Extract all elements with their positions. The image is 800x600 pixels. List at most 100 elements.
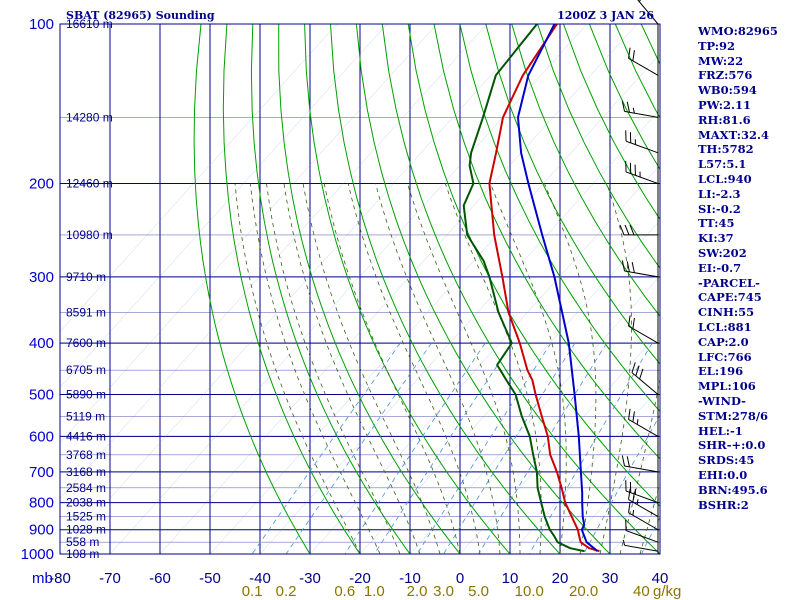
temperature-tick-label: -60: [149, 570, 171, 587]
height-label: 5890 m: [66, 387, 106, 401]
temperature-tick-label: 10: [502, 570, 519, 587]
wind-barb: [625, 130, 659, 154]
mixing-ratio-label: 1.0: [364, 583, 385, 600]
mixing-ratio-line: [251, 342, 401, 554]
index-line: BRN:495.6: [698, 482, 768, 497]
height-label: 14280 m: [66, 110, 113, 124]
wind-barb: [621, 455, 659, 473]
moist-adiabat: [444, 183, 542, 554]
index-line: LCL:881: [698, 319, 752, 334]
wind-barb: [625, 480, 659, 504]
temperature-tick-label: -40: [249, 570, 271, 587]
wind-barb: [625, 161, 659, 185]
dry-adiabat: [193, 24, 311, 554]
height-label: 7600 m: [66, 336, 106, 350]
wind-barb: [621, 260, 659, 278]
height-label: 4416 m: [66, 429, 106, 443]
moist-adiabats: [234, 183, 660, 554]
temperature-tick-label: 40: [652, 570, 669, 587]
temperature-tick-label: -10: [399, 570, 421, 587]
mixing-ratio-label: 0.2: [276, 583, 297, 600]
height-label: 1525 m: [66, 510, 106, 524]
height-labels: 16610 m 14280 m 12460 m 10980 m 9710 m 8591 m…: [66, 17, 113, 561]
index-line: HEL:-1: [698, 423, 743, 438]
moist-adiabat: [283, 183, 421, 554]
mixing-ratio-line: [641, 516, 660, 554]
pressure-label: 700: [29, 464, 54, 481]
height-label: 12460 m: [66, 177, 113, 191]
isotherm: [609, 498, 660, 554]
index-line: STM:278/6: [698, 408, 769, 423]
mixing-ratio-label: 3.0: [433, 583, 454, 600]
height-label: 6705 m: [66, 363, 106, 377]
temperature-profile: [488, 24, 600, 553]
height-label: 5119 m: [66, 409, 105, 423]
index-line: WMO:82965: [698, 24, 778, 38]
wind-barb: [628, 488, 659, 518]
mixing-ratio-label: 10.0: [515, 583, 544, 600]
mixing-ratio-line: [478, 342, 607, 554]
dry-adiabat: [433, 24, 660, 460]
index-line: TH:5782: [698, 142, 754, 157]
height-label: 558 m: [66, 535, 99, 549]
mixing-ratio-label: 40: [633, 583, 650, 600]
temperature-tick-label: -20: [349, 570, 371, 587]
mixing-ratio-line: [443, 342, 576, 554]
mixing-ratio-label: 0.6: [334, 583, 355, 600]
moist-adiabat: [407, 183, 521, 554]
dry-adiabat: [381, 24, 660, 554]
sounding-title: SBAT (82965) Sounding: [66, 9, 215, 22]
height-label: 108 m: [66, 547, 99, 561]
pressure-label: 200: [29, 176, 54, 193]
index-line: WB0:594: [698, 83, 757, 98]
pressure-axis-labels: 100 200 300 400 500 600 700 800 900 1000: [21, 16, 54, 563]
index-line: PW:2.11: [698, 97, 752, 112]
index-line: EI:-0.7: [698, 260, 742, 275]
mixing-ratio-labels: 0.1 0.2 0.6 1.0 2.0 3.0 5.0 10.0 20.0 40: [242, 583, 650, 600]
valid-time: 1200Z 3 JAN 26: [557, 9, 654, 22]
temperature-tick-label: 30: [602, 570, 619, 587]
wind-barb: [628, 315, 659, 344]
moist-adiabat: [266, 183, 401, 554]
index-line: SRDS:45: [698, 453, 755, 468]
dewpoint-profile: [462, 24, 585, 553]
index-line: RH:81.6: [698, 112, 751, 127]
moist-adiabat: [544, 183, 597, 554]
moist-adiabat: [639, 482, 660, 554]
wind-barb: [637, 0, 659, 25]
dry-adiabat: [355, 24, 611, 554]
index-line: SI:-0.2: [698, 201, 741, 216]
isotherms: [60, 24, 660, 554]
pressure-label: 100: [29, 16, 54, 33]
index-line: LI:-2.3: [698, 186, 741, 201]
index-line: MPL:106: [698, 379, 756, 394]
sounding-profiles: [462, 24, 600, 553]
index-line: EL:196: [698, 364, 744, 379]
temperature-tick-label: -50: [199, 570, 221, 587]
moist-adiabat: [375, 183, 501, 554]
wind-barbs: [619, 0, 659, 554]
sounding-indices-panel: WMO:82965 TP:92 MW:22 FRZ:576 WB0:594 PW:2.11…: [698, 24, 798, 512]
dry-adiabat: [304, 24, 511, 554]
pressure-label: 600: [29, 428, 54, 445]
isotherm: [60, 24, 438, 444]
height-label: 10980 m: [66, 228, 113, 242]
mixing-ratio-unit: g/kg: [653, 583, 681, 600]
moist-adiabat: [599, 183, 632, 554]
wind-barb: [631, 362, 659, 395]
isotherm: [559, 442, 660, 554]
temperature-axis-labels: -80 -70 -60 -50 -40 -30 -20 -10 0 10 20 30 40: [49, 570, 668, 587]
temperature-tick-label: -70: [99, 570, 121, 587]
isotherm: [209, 53, 660, 554]
temperature-tick-label: -30: [299, 570, 321, 587]
pressure-unit-label: mb: [32, 570, 53, 587]
mixing-ratio-line: [583, 414, 660, 554]
moist-adiabat: [323, 183, 461, 554]
wind-barb: [619, 224, 658, 236]
height-label: 9710 m: [66, 270, 106, 284]
pressure-label: 500: [29, 386, 54, 403]
wind-barb: [628, 408, 659, 437]
dry-adiabat: [278, 24, 461, 554]
dry-adiabat: [511, 24, 660, 317]
index-line: EHI:0.0: [698, 467, 748, 482]
